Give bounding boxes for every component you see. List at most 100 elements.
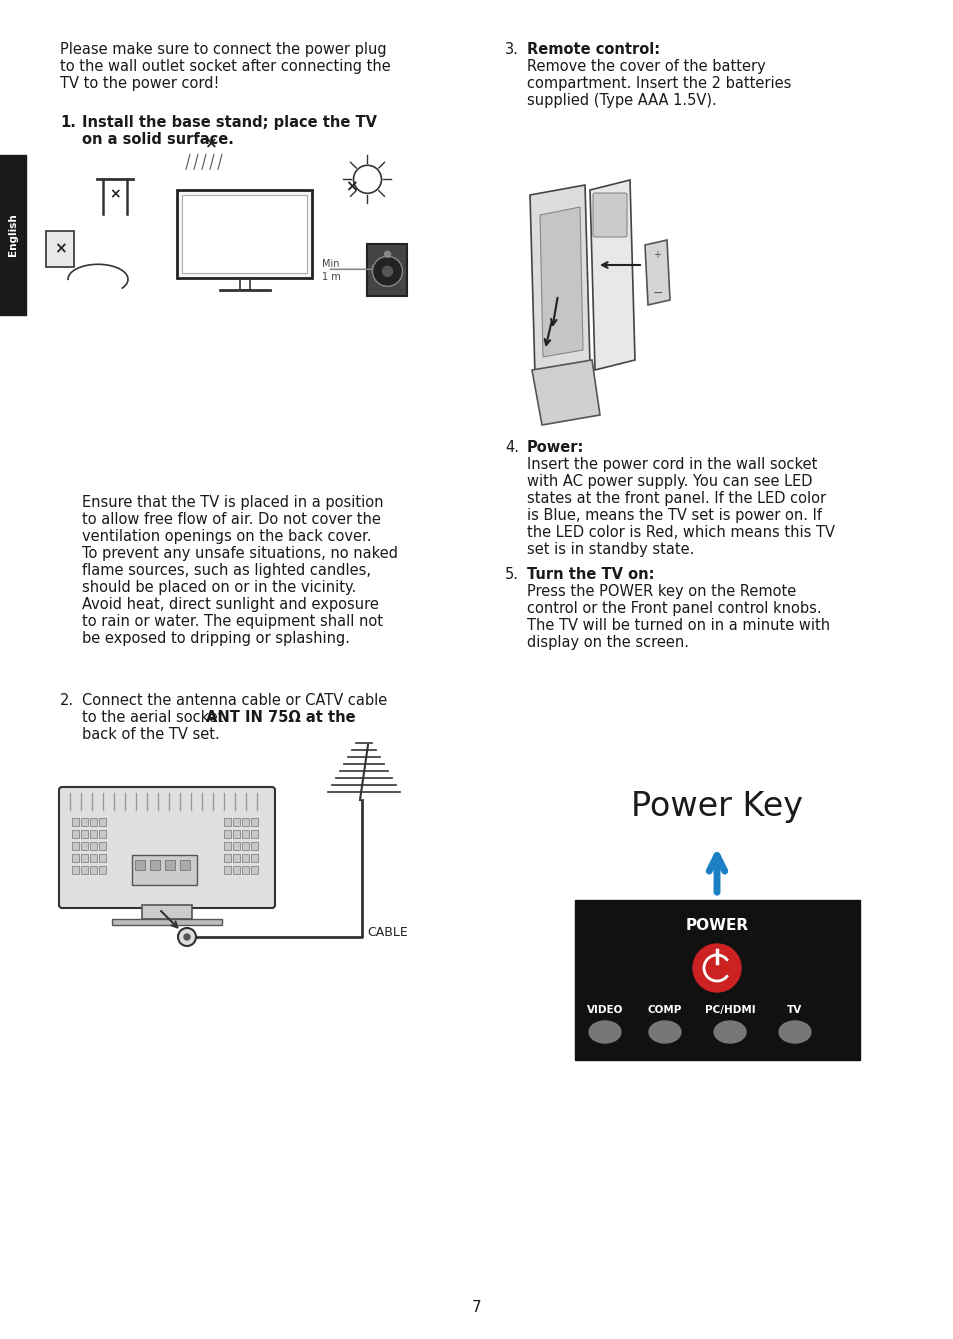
Text: 1.: 1. [60, 115, 76, 130]
Bar [90, 818, 97, 826]
Text: Install the base stand; place the TV: Install the base stand; place the TV [82, 115, 376, 130]
Bar [90, 842, 97, 850]
FancyBboxPatch shape [593, 193, 626, 237]
Text: back of the TV set.: back of the TV set. [82, 727, 219, 742]
Bar [575, 900, 859, 1060]
Bar [224, 830, 231, 838]
Text: Connect the antenna cable or CATV cable: Connect the antenna cable or CATV cable [82, 694, 387, 708]
Ellipse shape [779, 1022, 810, 1043]
Bar [242, 830, 249, 838]
Polygon shape [530, 185, 589, 375]
Bar [251, 854, 257, 862]
Text: Remote control:: Remote control: [526, 42, 659, 58]
Text: 2.: 2. [60, 694, 74, 708]
Text: the LED color is Red, which means this TV: the LED color is Red, which means this T… [526, 525, 834, 540]
Bar [251, 842, 257, 850]
Text: ×: × [53, 242, 67, 257]
Bar [242, 854, 249, 862]
Bar [90, 854, 97, 862]
Text: PC/HDMI: PC/HDMI [704, 1006, 755, 1015]
Bar [132, 856, 196, 885]
Text: flame sources, such as lighted candles,: flame sources, such as lighted candles, [82, 562, 371, 578]
Text: VIDEO: VIDEO [586, 1006, 622, 1015]
Bar [71, 854, 79, 862]
Text: Min
1 m: Min 1 m [322, 260, 341, 281]
Text: Turn the TV on:: Turn the TV on: [526, 566, 654, 582]
Bar [233, 818, 240, 826]
Bar [99, 830, 106, 838]
Bar [99, 866, 106, 874]
Bar [233, 866, 240, 874]
Bar [251, 818, 257, 826]
Bar [233, 830, 240, 838]
Text: to the wall outlet socket after connecting the: to the wall outlet socket after connecti… [60, 59, 391, 74]
Text: −: − [652, 287, 662, 300]
Text: Insert the power cord in the wall socket: Insert the power cord in the wall socket [526, 457, 817, 473]
Bar [180, 860, 190, 870]
Bar [99, 818, 106, 826]
Bar [81, 830, 88, 838]
Text: 4.: 4. [504, 441, 518, 455]
Bar [0, 155, 26, 315]
Bar [242, 818, 249, 826]
Ellipse shape [648, 1022, 680, 1043]
Text: TV: TV [786, 1006, 801, 1015]
Bar [182, 195, 307, 273]
Ellipse shape [588, 1022, 620, 1043]
Bar [71, 830, 79, 838]
Bar [165, 860, 174, 870]
Text: COMP: COMP [647, 1006, 681, 1015]
Circle shape [372, 256, 402, 287]
Bar [224, 842, 231, 850]
Polygon shape [589, 179, 635, 370]
Bar [90, 830, 97, 838]
Bar [71, 866, 79, 874]
Bar [150, 860, 160, 870]
Text: is Blue, means the TV set is power on. If: is Blue, means the TV set is power on. I… [526, 507, 821, 524]
Text: English: English [8, 214, 18, 256]
Bar [177, 190, 313, 279]
Bar [233, 842, 240, 850]
Text: ANT IN 75Ω at the: ANT IN 75Ω at the [206, 710, 355, 724]
Text: ×: × [345, 179, 357, 194]
Bar [242, 842, 249, 850]
Text: Ensure that the TV is placed in a position: Ensure that the TV is placed in a positi… [82, 495, 383, 510]
Text: to rain or water. The equipment shall not: to rain or water. The equipment shall no… [82, 615, 382, 629]
Bar [251, 830, 257, 838]
Polygon shape [532, 360, 599, 424]
Text: Please make sure to connect the power plug: Please make sure to connect the power pl… [60, 42, 386, 58]
Bar [99, 842, 106, 850]
Text: +: + [652, 250, 660, 260]
Text: 7: 7 [472, 1300, 481, 1315]
Text: Remove the cover of the battery: Remove the cover of the battery [526, 59, 765, 74]
Bar [233, 854, 240, 862]
Circle shape [382, 266, 392, 276]
Text: 5.: 5. [504, 566, 518, 582]
FancyBboxPatch shape [59, 787, 274, 908]
Text: should be placed on or in the vicinity.: should be placed on or in the vicinity. [82, 580, 355, 595]
Ellipse shape [713, 1022, 745, 1043]
Polygon shape [644, 240, 669, 305]
Text: on a solid surface.: on a solid surface. [82, 133, 233, 147]
Bar [367, 244, 407, 296]
Text: compartment. Insert the 2 batteries: compartment. Insert the 2 batteries [526, 76, 791, 91]
Text: To prevent any unsafe situations, no naked: To prevent any unsafe situations, no nak… [82, 546, 397, 561]
Text: ×: × [203, 137, 216, 151]
Bar [224, 854, 231, 862]
Circle shape [178, 928, 195, 945]
Circle shape [184, 935, 190, 940]
Circle shape [384, 252, 390, 257]
Text: Avoid heat, direct sunlight and exposure: Avoid heat, direct sunlight and exposure [82, 597, 378, 612]
Text: control or the Front panel control knobs.: control or the Front panel control knobs… [526, 601, 821, 616]
Bar [71, 818, 79, 826]
Text: supplied (Type AAA 1.5V).: supplied (Type AAA 1.5V). [526, 92, 716, 108]
Text: display on the screen.: display on the screen. [526, 635, 688, 649]
Text: 3.: 3. [504, 42, 518, 58]
Text: to the aerial socket: to the aerial socket [82, 710, 228, 724]
Text: to allow free flow of air. Do not cover the: to allow free flow of air. Do not cover … [82, 511, 380, 528]
Bar [142, 905, 192, 919]
Text: CABLE: CABLE [367, 925, 407, 939]
Polygon shape [539, 208, 582, 358]
Bar [112, 919, 222, 925]
Text: ×: × [109, 187, 121, 201]
